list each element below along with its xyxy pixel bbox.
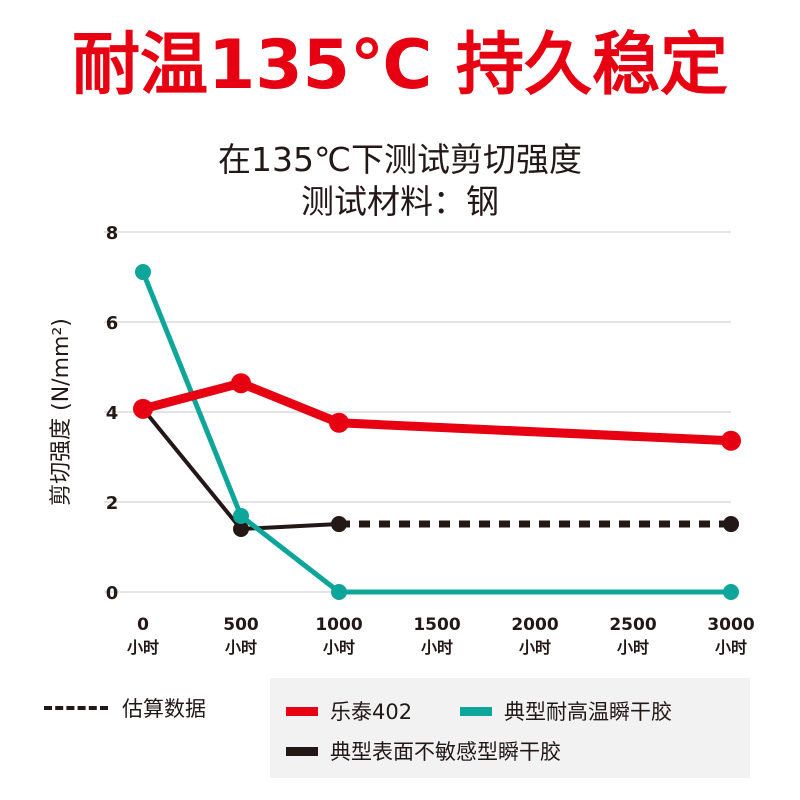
chart-subtitle: 在135℃下测试剪切强度 — [217, 140, 583, 179]
x-tick-label: 1000 — [315, 615, 362, 635]
x-tick-unit: 小时 — [323, 638, 355, 657]
x-tick-label: 3000 — [707, 615, 754, 635]
series-line-segment — [338, 418, 732, 446]
test-material: 测试材料：钢 — [301, 182, 499, 221]
x-tick-label: 2000 — [511, 615, 558, 635]
data-point — [331, 516, 347, 533]
x-tick-label: 2500 — [609, 615, 656, 635]
legend-estimated-label: 估算数据 — [122, 697, 206, 721]
data-point — [233, 507, 249, 524]
x-tick-label: 1500 — [413, 615, 460, 635]
data-point — [723, 584, 739, 600]
y-tick-label: 4 — [106, 403, 119, 424]
x-tick-unit: 小时 — [519, 638, 551, 657]
x-tick-unit: 小时 — [421, 638, 453, 657]
data-point — [231, 373, 251, 394]
legend-swatch — [286, 706, 318, 716]
page-title: 耐温135℃ 持久稳定 — [72, 26, 728, 105]
legend-item-high-temp: 典型耐高温瞬干胶 — [460, 696, 672, 726]
data-point — [723, 516, 739, 533]
y-axis-label: 剪切强度 (N/mm²) — [49, 318, 74, 506]
x-tick-label: 0 — [137, 615, 149, 635]
legend-label: 典型表面不敏感型瞬干胶 — [330, 740, 561, 764]
data-point — [331, 584, 347, 600]
series-line-segment — [239, 513, 341, 594]
x-tick-unit: 小时 — [715, 638, 747, 657]
y-tick-label: 6 — [106, 313, 119, 334]
data-point — [721, 430, 741, 451]
data-point — [133, 398, 153, 419]
legend-label: 典型耐高温瞬干胶 — [504, 700, 672, 724]
legend-swatch — [286, 746, 318, 756]
legend-label: 乐泰402 — [330, 700, 413, 724]
data-point — [135, 264, 151, 281]
y-tick-label: 8 — [106, 223, 119, 244]
legend-item-loctite402: 乐泰402 — [286, 696, 412, 726]
series-line-segment — [141, 378, 243, 414]
x-tick-unit: 小时 — [225, 638, 257, 657]
data-point — [329, 412, 349, 433]
series-line-segment — [141, 407, 243, 531]
legend: 乐泰402 典型耐高温瞬干胶 典型表面不敏感型瞬干胶 — [270, 678, 750, 778]
series-line-segment — [239, 379, 341, 427]
dashed-line-icon — [44, 706, 108, 710]
data-point — [233, 521, 249, 537]
y-tick-label: 0 — [106, 583, 119, 604]
x-tick-unit: 小时 — [617, 638, 649, 657]
legend-estimated: 估算数据 — [44, 693, 206, 723]
legend-item-surface-insensitive: 典型表面不敏感型瞬干胶 — [286, 736, 561, 766]
y-tick-label: 2 — [106, 493, 119, 514]
x-tick-unit: 小时 — [127, 638, 159, 657]
x-tick-label: 500 — [223, 615, 259, 635]
legend-swatch — [460, 706, 492, 716]
